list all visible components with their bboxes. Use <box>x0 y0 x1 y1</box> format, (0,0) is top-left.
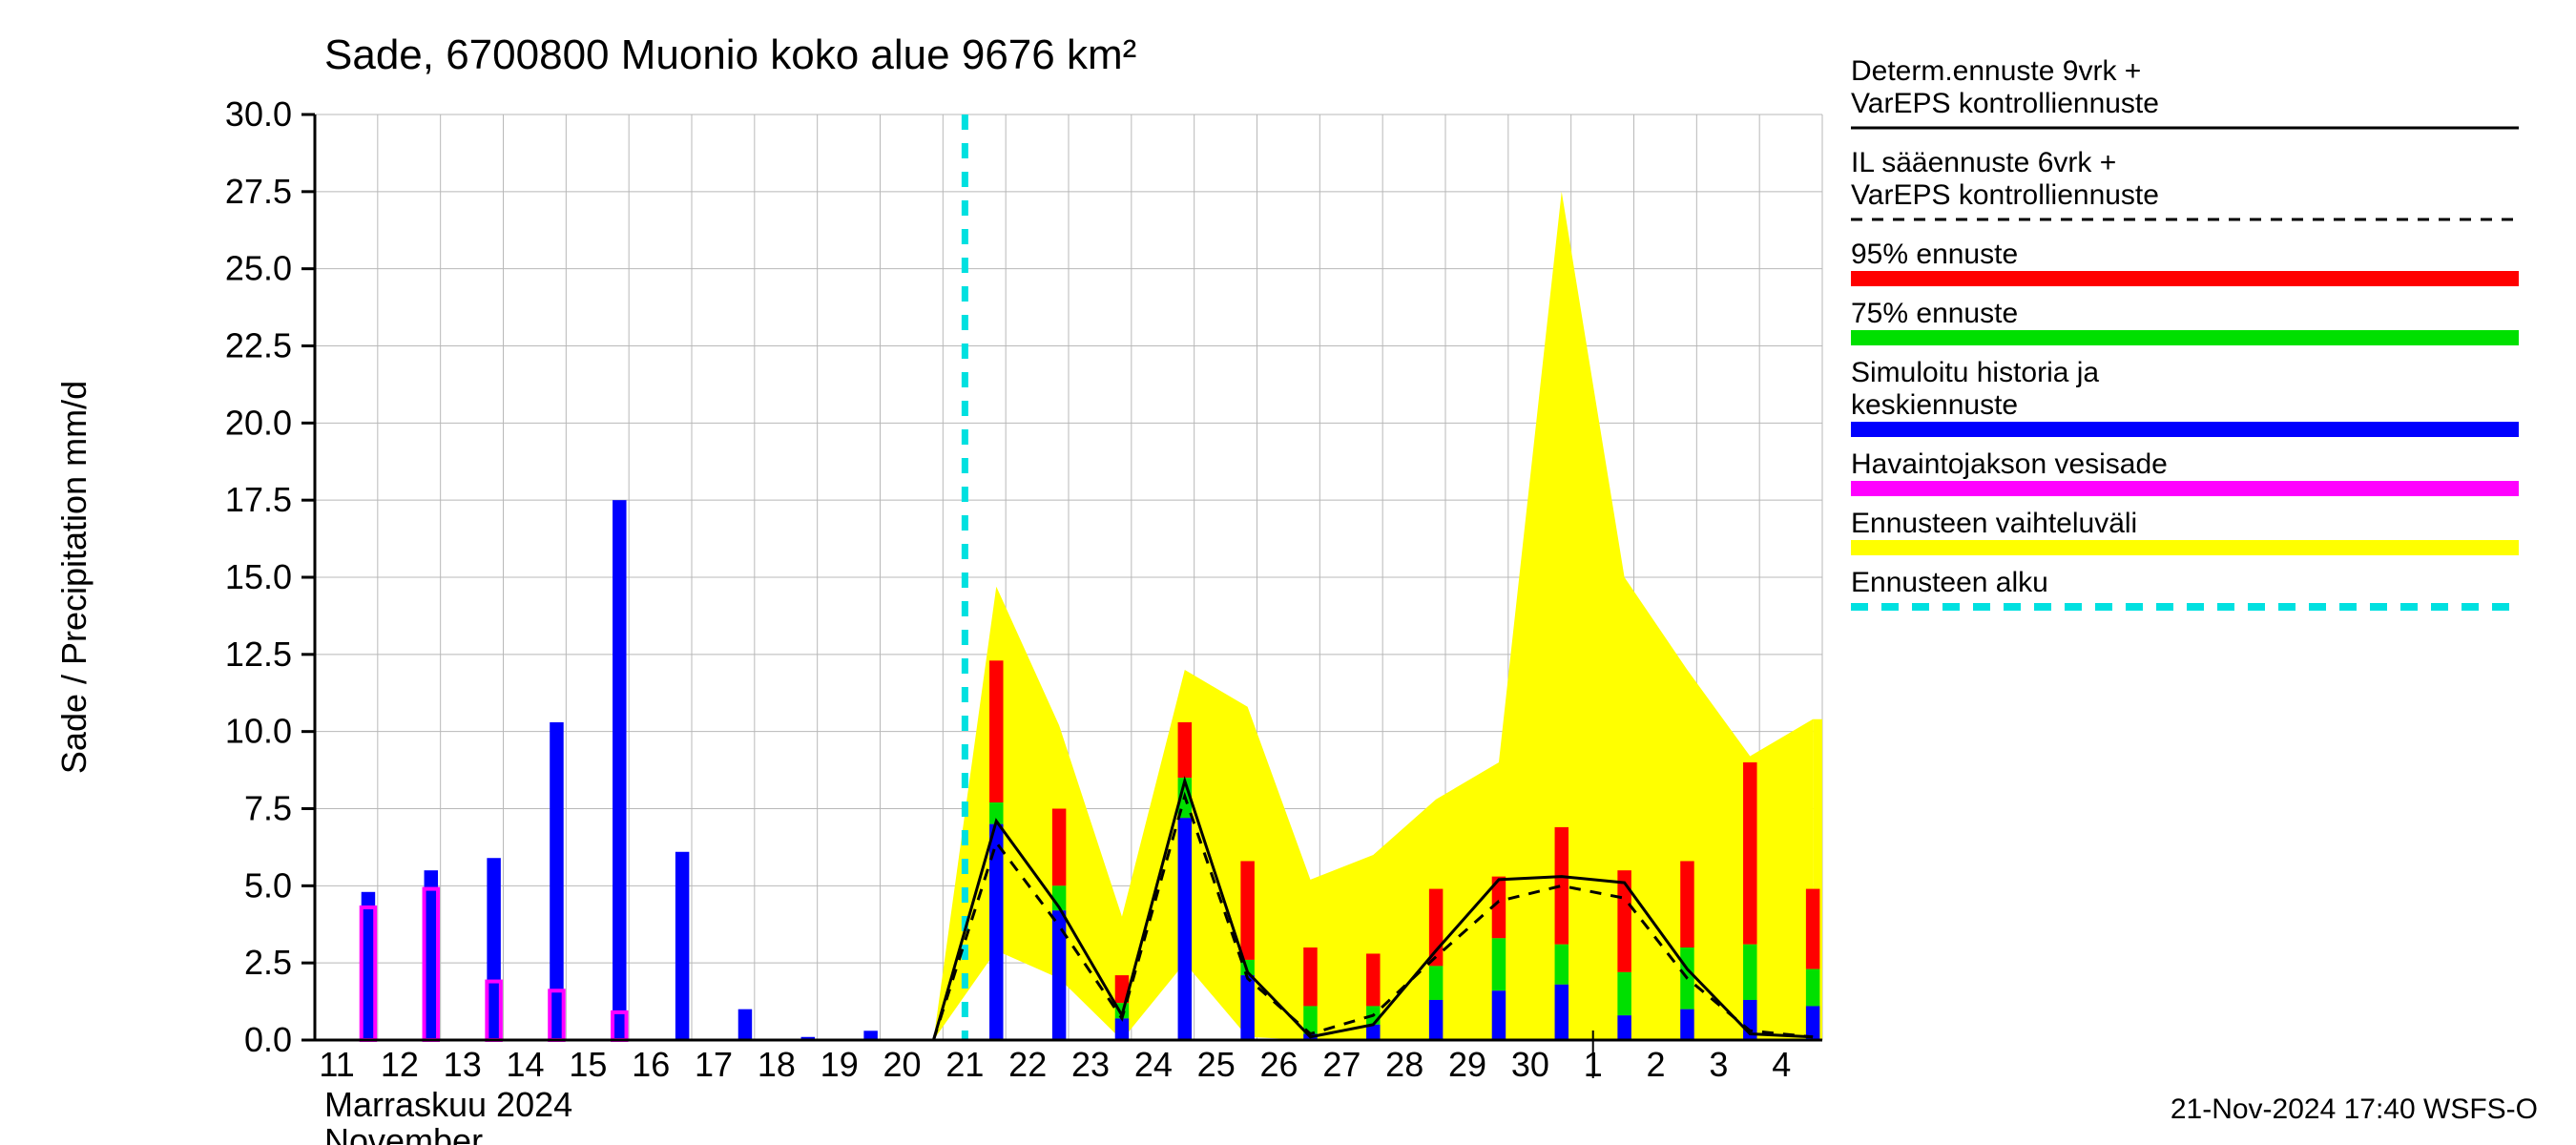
history-bar <box>362 892 375 1040</box>
p95-bar <box>1617 870 1631 972</box>
x-tick-label: 25 <box>1197 1045 1236 1084</box>
legend-label: Determ.ennuste 9vrk + <box>1851 55 2141 87</box>
x-tick-label: 18 <box>758 1045 796 1084</box>
legend-sample <box>1851 540 2519 555</box>
legend-label: keskiennuste <box>1851 389 2018 421</box>
y-tick-label: 17.5 <box>225 480 292 519</box>
x-tick-label: 4 <box>1772 1045 1791 1084</box>
median-bar <box>1429 1000 1443 1040</box>
y-tick-label: 25.0 <box>225 249 292 288</box>
x-tick-label: 24 <box>1134 1045 1173 1084</box>
x-tick-label: 14 <box>507 1045 545 1084</box>
legend-label: Ennusteen alku <box>1851 567 2048 598</box>
p95-bar <box>1052 809 1066 886</box>
legend-sample <box>1851 330 2519 345</box>
x-tick-label: 29 <box>1448 1045 1486 1084</box>
median-bar <box>1806 1006 1819 1040</box>
y-tick-label: 5.0 <box>244 865 292 905</box>
y-tick-label: 0.0 <box>244 1020 292 1059</box>
legend-label: VarEPS kontrolliennuste <box>1851 88 2159 119</box>
y-tick-label: 30.0 <box>225 94 292 134</box>
x-month-label-fi: Marraskuu 2024 <box>324 1085 572 1124</box>
legend-sample <box>1851 271 2519 286</box>
x-tick-label: 2 <box>1647 1045 1666 1084</box>
x-month-label-en: November <box>324 1121 483 1145</box>
y-tick-label: 15.0 <box>225 557 292 596</box>
x-tick-label: 22 <box>1008 1045 1047 1084</box>
median-bar <box>1492 990 1506 1040</box>
x-tick-label: 15 <box>569 1045 607 1084</box>
p75-bar <box>1492 938 1506 990</box>
legend-label: 75% ennuste <box>1851 298 2018 329</box>
median-bar <box>1680 1010 1693 1040</box>
legend-label: VarEPS kontrolliennuste <box>1851 179 2159 211</box>
x-tick-label: 23 <box>1071 1045 1110 1084</box>
legend-label: 95% ennuste <box>1851 239 2018 270</box>
timestamp: 21-Nov-2024 17:40 WSFS-O <box>2171 1093 2538 1125</box>
legend-label: Simuloitu historia ja <box>1851 357 2099 388</box>
x-tick-label: 20 <box>883 1045 922 1084</box>
x-tick-label: 28 <box>1385 1045 1423 1084</box>
median-bar <box>1240 975 1254 1040</box>
y-tick-label: 22.5 <box>225 326 292 365</box>
p95-bar <box>1366 953 1380 1006</box>
legend-label: Ennusteen vaihteluväli <box>1851 508 2137 539</box>
p75-bar <box>1429 966 1443 1000</box>
precipitation-chart: 0.0 2.5 5.0 7.5 10.0 12.5 15.0 17.5 20.0 22.5 25.0… <box>0 0 2576 1145</box>
median-bar <box>1555 985 1568 1040</box>
x-tick-label: 19 <box>821 1045 859 1084</box>
x-tick-label: 13 <box>444 1045 482 1084</box>
p95-bar <box>1806 889 1819 969</box>
x-tick-label: 16 <box>632 1045 670 1084</box>
p95-bar <box>1743 762 1756 945</box>
history-bar <box>487 858 500 1040</box>
y-tick-label: 20.0 <box>225 403 292 442</box>
p75-bar <box>1806 969 1819 1007</box>
legend-label: IL sääennuste 6vrk + <box>1851 147 2116 178</box>
median-bar <box>1617 1015 1631 1040</box>
y-tick-label: 10.0 <box>225 712 292 751</box>
chart-svg: 0.0 2.5 5.0 7.5 10.0 12.5 15.0 17.5 20.0 22.5 25.0… <box>0 0 2576 1145</box>
p95-bar <box>1178 722 1192 778</box>
p75-bar <box>1617 972 1631 1015</box>
median-bar <box>1178 818 1192 1040</box>
median-bar <box>1052 910 1066 1040</box>
chart-title: Sade, 6700800 Muonio koko alue 9676 km² <box>324 31 1136 78</box>
x-tick-label: 27 <box>1322 1045 1361 1084</box>
y-tick-label: 27.5 <box>225 172 292 211</box>
legend-sample <box>1851 481 2519 496</box>
p95-bar <box>1303 947 1317 1006</box>
y-tick-label: 2.5 <box>244 943 292 982</box>
p95-bar <box>1680 861 1693 947</box>
median-bar <box>1115 1018 1129 1040</box>
legend-sample <box>1851 422 2519 437</box>
x-tick-label: 17 <box>695 1045 733 1084</box>
p75-bar <box>1743 945 1756 1000</box>
y-axis-label: Sade / Precipitation mm/d <box>54 381 93 774</box>
p95-bar <box>1240 861 1254 959</box>
x-tick-label: 11 <box>319 1045 354 1084</box>
history-bar <box>425 870 438 1040</box>
y-tick-label: 7.5 <box>244 789 292 828</box>
history-bar <box>675 852 689 1040</box>
x-tick-label: 12 <box>381 1045 419 1084</box>
x-tick-label: 21 <box>945 1045 984 1084</box>
p75-bar <box>1555 945 1568 985</box>
y-tick-label: 12.5 <box>225 635 292 674</box>
history-bar <box>738 1010 752 1040</box>
x-tick-label: 3 <box>1709 1045 1728 1084</box>
x-tick-label: 1 <box>1584 1045 1603 1084</box>
x-tick-label: 30 <box>1511 1045 1549 1084</box>
p95-bar <box>989 660 1003 802</box>
history-bar <box>613 500 626 1040</box>
x-tick-label: 26 <box>1260 1045 1298 1084</box>
legend-label: Havaintojakson vesisade <box>1851 448 2168 480</box>
